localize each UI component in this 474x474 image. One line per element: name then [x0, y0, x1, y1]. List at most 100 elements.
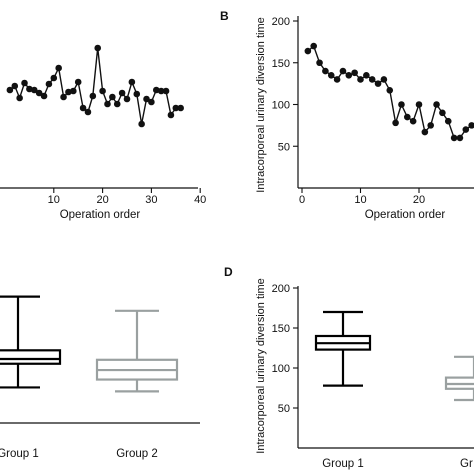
panel-b-y-label: Intracorporeal urinary diversion time: [255, 17, 267, 192]
panel-b-points: [304, 42, 474, 142]
panel-a-point: [79, 104, 87, 112]
panel-b-point: [386, 87, 394, 94]
panel-b-point: [345, 71, 353, 79]
panel-b-point: [322, 67, 329, 75]
panel-b-point: [357, 76, 364, 83]
panel-d-y-tick-label: 100: [272, 363, 290, 375]
panel-b-point: [304, 47, 312, 55]
panel-a-point: [167, 111, 175, 119]
panel-a-point: [118, 89, 126, 97]
panel-a-x-tick-label: 30: [145, 194, 157, 206]
panel-b-point: [327, 71, 335, 79]
panel-a-point: [177, 104, 184, 112]
panel-a-point: [89, 92, 97, 100]
panel-a-point: [74, 78, 82, 86]
panel-a-point: [157, 87, 165, 95]
panel-a-point: [55, 64, 62, 72]
panel-a-point: [94, 44, 102, 52]
panel-a-point: [104, 100, 111, 108]
panel-b-point: [368, 76, 376, 83]
panel-b-x-tick-label: 10: [354, 194, 366, 206]
panel-a-x-label: Operation order: [60, 209, 141, 221]
panel-a-point: [113, 100, 121, 108]
panel-a-point: [70, 87, 77, 95]
panel-b-y-tick-label: 50: [278, 141, 290, 153]
panel-a-point: [172, 104, 180, 112]
panel-a-point: [162, 87, 170, 95]
panel-a-point: [84, 108, 92, 116]
panel-b-point: [409, 117, 417, 125]
panel-a-point: [21, 79, 28, 87]
panel-b-point: [433, 101, 440, 108]
panel-d-box-plot: D 50 100 150 200 Intracorporeal urinary div…: [224, 265, 474, 470]
panel-a-point: [99, 87, 106, 95]
panel-a-x-tick-label: 40: [194, 194, 206, 206]
panel-b-point: [439, 109, 446, 117]
panel-b-point: [339, 67, 347, 75]
panel-a-point: [50, 74, 58, 82]
panel-b-point: [444, 117, 452, 125]
panel-c-group1-box: [0, 349, 62, 365]
panel-d-group2-label: Gr: [460, 458, 473, 470]
panel-b-point: [316, 59, 323, 67]
panel-a-point: [16, 94, 23, 102]
panel-a-x-tick-label: 20: [96, 194, 108, 206]
panel-c-group1-label: Group 1: [0, 448, 39, 460]
panel-b-point: [450, 134, 458, 142]
panel-d-y-tick-label: 50: [278, 403, 290, 415]
panel-a-points: [6, 44, 184, 128]
panel-d-y-ticks: 50 100 150 200: [272, 283, 298, 415]
panel-b-point: [427, 122, 435, 129]
panel-b-y-tick-label: 200: [272, 16, 290, 28]
panel-a-point: [148, 98, 155, 106]
panel-a-point: [35, 89, 43, 97]
panel-d-y-label: Intracorporeal urinary diversion time: [255, 278, 267, 453]
panel-b-point: [392, 119, 399, 127]
panel-b-point: [456, 134, 464, 142]
panel-b-point: [351, 69, 358, 77]
panel-b-point: [468, 122, 474, 129]
panel-a-line-chart: 10 20 30 40 Operation order: [0, 44, 206, 221]
panel-a-point: [133, 90, 141, 98]
panel-b-y-ticks: 50 100 150 200: [272, 16, 298, 153]
panel-b-point: [462, 126, 470, 133]
panel-c-boxes: [0, 295, 179, 393]
panel-a-series-line: [9, 47, 181, 125]
panel-d-group1-label: Group 1: [322, 458, 364, 470]
panel-a-point: [40, 92, 48, 100]
panel-c-box-plot: Group 1 Group 2: [0, 295, 200, 460]
panel-d-letter: D: [224, 265, 233, 279]
panel-b-letter: B: [220, 9, 229, 23]
panel-b-x-tick-label: 20: [413, 194, 425, 206]
panel-b-line-chart: B 50 100 150 200 0 10 20 Intracorporeal urina…: [220, 9, 474, 221]
panel-b-x-ticks: 0 10 20: [299, 188, 425, 206]
panel-a-point: [109, 93, 116, 101]
panel-b-point: [363, 71, 370, 79]
panel-b-x-tick-label: 0: [299, 194, 305, 206]
panel-b-point: [333, 76, 341, 83]
panel-a-x-ticks: 10 20 30 40: [48, 188, 206, 206]
panel-b-y-tick-label: 100: [272, 100, 290, 112]
panel-b-point: [415, 101, 423, 108]
panel-a-point: [30, 86, 38, 94]
panel-b-point: [421, 128, 429, 136]
panel-b-point: [374, 80, 382, 87]
panel-a-x-tick-label: 10: [48, 194, 60, 206]
panel-d-y-tick-label: 150: [272, 323, 290, 335]
panel-a-point: [6, 86, 14, 94]
panel-a-point: [143, 95, 150, 103]
panel-b-point: [398, 101, 405, 108]
panel-a-point: [11, 82, 19, 90]
panel-a-point: [45, 80, 53, 88]
panel-d-y-tick-label: 200: [272, 283, 290, 295]
panel-a-point: [60, 93, 67, 101]
panel-b-y-tick-label: 150: [272, 58, 290, 70]
panel-a-point: [123, 95, 131, 103]
panel-a-point: [138, 120, 145, 128]
panel-b-point: [404, 113, 411, 121]
panel-c-group2-label: Group 2: [116, 448, 158, 460]
panel-b-point: [310, 42, 318, 50]
panel-b-point: [380, 76, 388, 83]
panel-a-point: [128, 78, 136, 86]
